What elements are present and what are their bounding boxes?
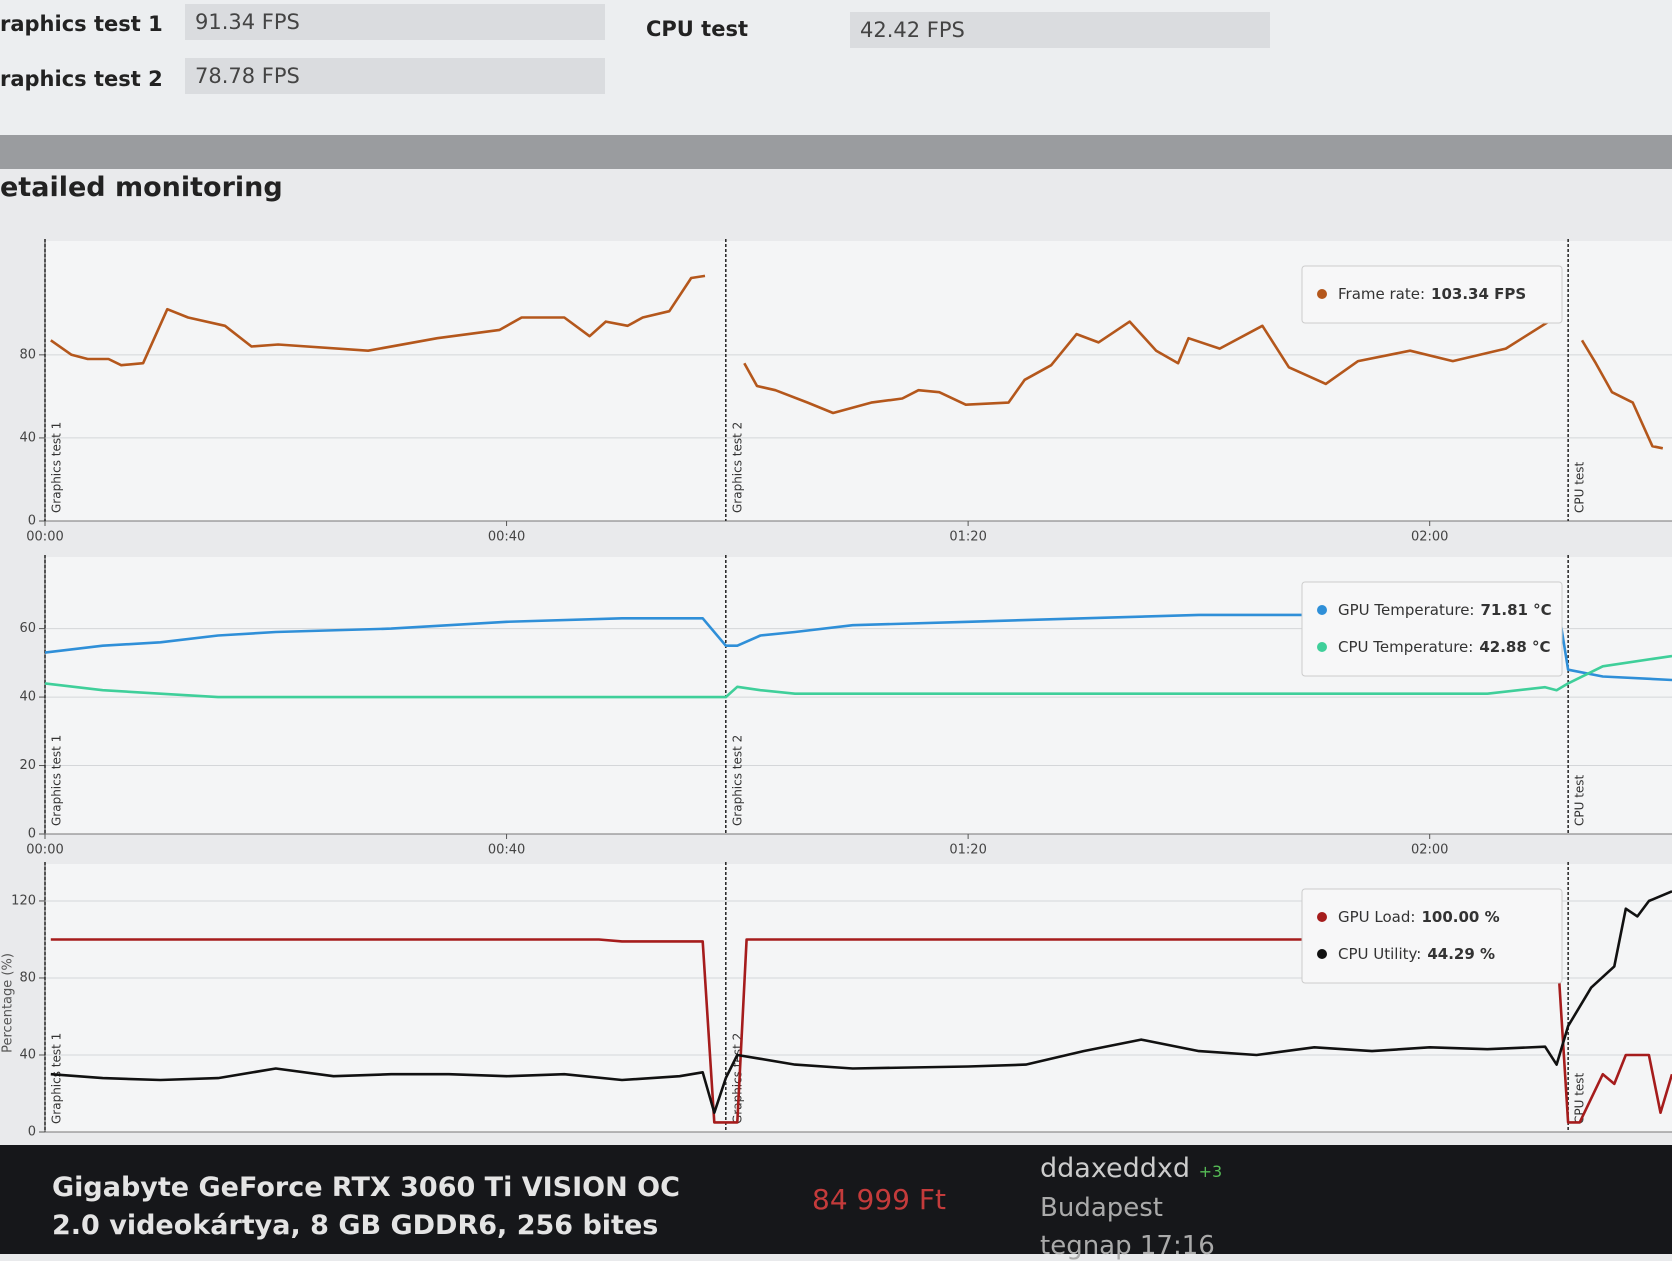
series-line xyxy=(44,654,1672,699)
x-tick-label: 00:40 xyxy=(488,530,525,545)
legend: Frame rate: 103.34 FPS xyxy=(1301,265,1563,324)
legend-name: GPU Load: xyxy=(1338,908,1415,926)
section-label: Graphics test 1 xyxy=(50,735,64,826)
legend-value: 100.00 % xyxy=(1421,908,1499,926)
legend-entry: GPU Temperature: 71.81 °C xyxy=(1338,601,1552,619)
legend-name: CPU Temperature: xyxy=(1338,638,1473,656)
section-label: CPU test xyxy=(1573,461,1587,513)
y-tick-label: 120 xyxy=(11,893,36,908)
legend-entry: CPU Utility: 44.29 % xyxy=(1338,945,1495,963)
scores-header: raphics test 1 91.34 FPS raphics test 2 … xyxy=(0,0,1672,135)
legend-value: 103.34 FPS xyxy=(1431,285,1526,303)
x-tick-label: 00:40 xyxy=(488,843,525,858)
listing-title: Gigabyte GeForce RTX 3060 Ti VISION OC 2… xyxy=(52,1172,680,1241)
x-tick-label: 01:20 xyxy=(949,843,986,858)
y-tick-label: 80 xyxy=(19,347,36,362)
score-value: 42.42 FPS xyxy=(850,12,1270,48)
listing-price: 84 999 Ft xyxy=(812,1183,946,1216)
legend-value: 71.81 °C xyxy=(1481,601,1552,619)
legend-value: 42.88 °C xyxy=(1479,638,1550,656)
legend-name: CPU Utility: xyxy=(1338,945,1421,963)
legend: GPU Temperature: 71.81 °C CPU Temperature:… xyxy=(1301,581,1563,677)
score-value: 91.34 FPS xyxy=(185,4,605,40)
legend-name: GPU Temperature: xyxy=(1338,601,1475,619)
user-badge: +3 xyxy=(1198,1162,1223,1181)
section-label: Graphics test 1 xyxy=(50,422,64,513)
separator xyxy=(0,135,1672,169)
series-line xyxy=(50,274,1664,450)
section-label: Graphics test 2 xyxy=(730,735,744,826)
score-label: CPU test xyxy=(646,17,748,41)
y-tick-label: 60 xyxy=(19,621,36,636)
section-label: CPU test xyxy=(1573,774,1587,826)
x-tick-label: 02:00 xyxy=(1411,843,1448,858)
legend-swatch xyxy=(1317,289,1327,299)
y-tick-label: 40 xyxy=(19,430,36,445)
legend-box xyxy=(1301,265,1563,324)
section-label: CPU test xyxy=(1573,1072,1587,1124)
score-label: raphics test 2 xyxy=(0,67,163,91)
listing-user: ddaxeddxd +3 xyxy=(1040,1153,1222,1184)
legend-swatch xyxy=(1317,642,1327,652)
legend-swatch xyxy=(1317,912,1327,922)
y-tick-label: 0 xyxy=(28,827,36,842)
charts: 0 40 80 00:00 00:40 01:20 02:00 Graphics test 1… xyxy=(1,239,1672,1140)
section-title: etailed monitoring xyxy=(0,172,283,203)
x-tick-label: 00:00 xyxy=(26,530,63,545)
listing-location: Budapest xyxy=(1040,1193,1163,1223)
y-tick-label: 0 xyxy=(28,514,36,529)
score-value: 78.78 FPS xyxy=(185,58,605,94)
legend-box xyxy=(1301,888,1563,984)
x-tick-label: 00:00 xyxy=(26,843,63,858)
section-label: Graphics test 1 xyxy=(50,1033,64,1124)
section-label: Graphics test 2 xyxy=(730,422,744,513)
x-tick-label: 01:20 xyxy=(949,530,986,545)
legend-box xyxy=(1301,581,1563,677)
y-tick-label: 20 xyxy=(19,758,36,773)
legend-name: Frame rate: xyxy=(1338,285,1425,303)
x-tick-label: 02:00 xyxy=(1411,530,1448,545)
series-line xyxy=(50,890,1672,1114)
legend-swatch xyxy=(1317,949,1327,959)
y-tick-label: 0 xyxy=(28,1125,36,1140)
legend: GPU Load: 100.00 % CPU Utility: 44.29 % xyxy=(1301,888,1563,984)
listing: Gigabyte GeForce RTX 3060 Ti VISION OC 2… xyxy=(0,1145,1672,1261)
legend-swatch xyxy=(1317,605,1327,615)
y-tick-label: 40 xyxy=(19,690,36,705)
legend-entry: Frame rate: 103.34 FPS xyxy=(1338,285,1526,303)
y-axis-title: Percentage (%) xyxy=(1,953,16,1053)
user-name: ddaxeddxd xyxy=(1040,1153,1190,1184)
listing-time: tegnap 17:16 xyxy=(1040,1231,1215,1261)
y-tick-label: 40 xyxy=(19,1047,36,1062)
score-label: raphics test 1 xyxy=(0,12,163,36)
y-tick-label: 80 xyxy=(19,970,36,985)
legend-entry: CPU Temperature: 42.88 °C xyxy=(1338,638,1551,656)
legend-entry: GPU Load: 100.00 % xyxy=(1338,908,1500,926)
legend-value: 44.29 % xyxy=(1427,945,1495,963)
